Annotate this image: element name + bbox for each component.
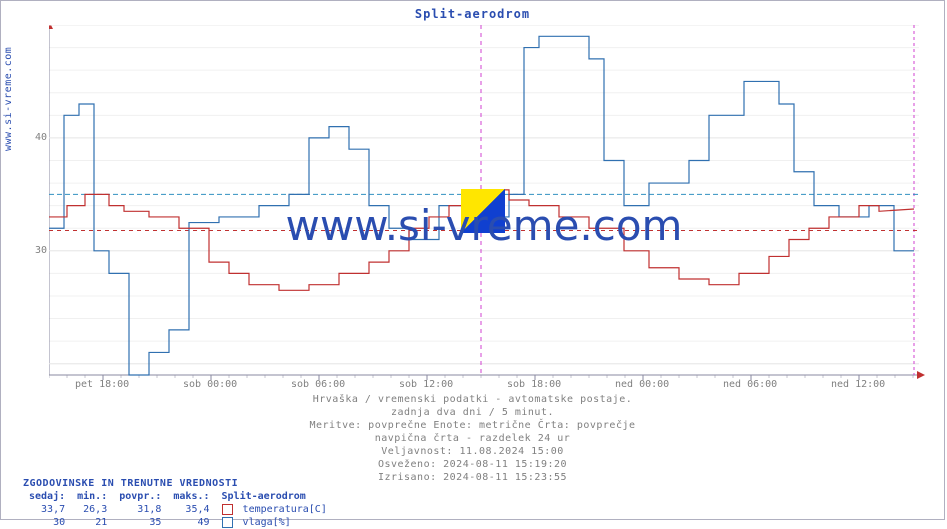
caption-line: Meritve: povprečne Enote: metrične Črta:…: [1, 419, 944, 432]
legend-cell: temperatura[C]: [216, 503, 333, 516]
y-axis-link: www.si-vreme.com: [3, 0, 14, 151]
caption-line: Osveženo: 2024-08-11 15:19:20: [1, 458, 944, 471]
x-tick-label: ned 06:00: [723, 379, 777, 390]
cell: 21: [71, 516, 113, 529]
cell: 26,3: [71, 503, 113, 516]
x-tick-label: sob 06:00: [291, 379, 345, 390]
cell: 35,4: [167, 503, 215, 516]
cell: 30: [23, 516, 71, 529]
chart-plot: [49, 25, 939, 385]
caption-line: Hrvaška / vremenski podatki - avtomatske…: [1, 393, 944, 406]
legend-swatch-temperatura: [222, 504, 233, 515]
x-tick-labels: pet 18:00 sob 00:00 sob 06:00 sob 12:00 sob …: [49, 379, 919, 393]
x-tick-label: sob 00:00: [183, 379, 237, 390]
legend-swatch-vlaga: [222, 517, 233, 528]
x-tick-label: sob 18:00: [507, 379, 561, 390]
cell: 31,8: [113, 503, 167, 516]
x-tick-label: pet 18:00: [75, 379, 129, 390]
y-tick-label: 40: [35, 132, 47, 143]
col-station: Split-aerodrom: [216, 490, 333, 503]
x-tick-label: sob 12:00: [399, 379, 453, 390]
caption-line: Veljavnost: 11.08.2024 15:00: [1, 445, 944, 458]
caption-line: navpična črta - razdelek 24 ur: [1, 432, 944, 445]
x-tick-label: ned 12:00: [831, 379, 885, 390]
stats-row-vlaga: 30 21 35 49 vlaga[%]: [23, 516, 333, 529]
cell: 33,7: [23, 503, 71, 516]
caption-block: Hrvaška / vremenski podatki - avtomatske…: [1, 393, 944, 484]
legend-label: temperatura[C]: [243, 504, 327, 515]
x-tick-label: ned 00:00: [615, 379, 669, 390]
chart-title: Split-aerodrom: [1, 7, 944, 21]
col-min: min.:: [71, 490, 113, 503]
stats-block: ZGODOVINSKE IN TRENUTNE VREDNOSTI sedaj:…: [23, 477, 333, 529]
source-link[interactable]: www.si-vreme.com: [3, 47, 14, 151]
stats-table: sedaj: min.: povpr.: maks.: Split-aerodr…: [23, 490, 333, 529]
legend-label: vlaga[%]: [243, 517, 291, 528]
caption-line: zadnja dva dni / 5 minut.: [1, 406, 944, 419]
col-now: sedaj:: [23, 490, 71, 503]
stats-header-row: sedaj: min.: povpr.: maks.: Split-aerodr…: [23, 490, 333, 503]
cell: 35: [113, 516, 167, 529]
stats-row-temperatura: 33,7 26,3 31,8 35,4 temperatura[C]: [23, 503, 333, 516]
legend-cell: vlaga[%]: [216, 516, 333, 529]
y-tick-label: 30: [35, 245, 47, 256]
outer-frame: www.si-vreme.com Split-aerodrom 30 40 pet…: [0, 0, 945, 520]
stats-header: ZGODOVINSKE IN TRENUTNE VREDNOSTI: [23, 477, 333, 490]
y-tick-labels: 30 40: [29, 25, 47, 375]
col-max: maks.:: [167, 490, 215, 503]
cell: 49: [167, 516, 215, 529]
col-avg: povpr.:: [113, 490, 167, 503]
